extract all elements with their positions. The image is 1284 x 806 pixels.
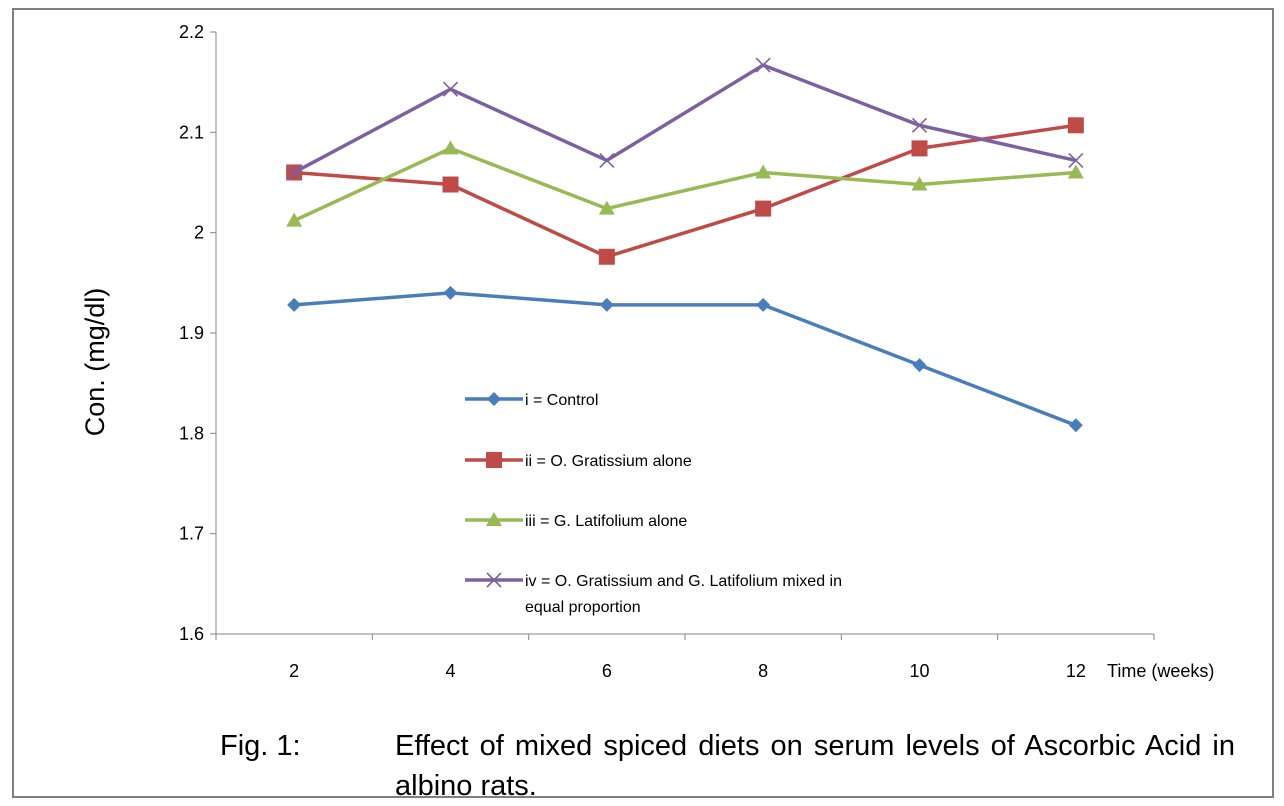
x-tick-label: 4 xyxy=(445,661,455,681)
caption-label: Fig. 1: xyxy=(220,726,301,766)
legend-label: iii = G. Latifolium alone xyxy=(525,513,687,530)
x-tick-label: 10 xyxy=(909,661,929,681)
caption-text: Effect of mixed spiced diets on serum le… xyxy=(395,726,1235,806)
data-point xyxy=(444,286,458,300)
y-tick-label: 1.9 xyxy=(179,323,204,343)
legend-swatch-marker xyxy=(486,452,502,468)
data-point xyxy=(1069,418,1083,432)
data-point xyxy=(912,140,928,156)
legend-item-3: iii = G. Latifolium alone xyxy=(465,512,687,530)
data-point xyxy=(443,140,459,154)
x-axis-title: Time (weeks) xyxy=(1107,661,1214,681)
y-tick-label: 2.2 xyxy=(179,22,204,42)
data-point xyxy=(600,298,614,312)
y-axis-title: Con. (mg/dl) xyxy=(80,288,110,437)
series-layer xyxy=(286,58,1084,432)
legend-label: ii = O. Gratissium alone xyxy=(525,453,692,470)
y-tick-label: 2.1 xyxy=(179,122,204,142)
series-3 xyxy=(286,140,1084,226)
x-tick-label: 6 xyxy=(602,661,612,681)
data-point xyxy=(443,177,459,193)
series-line xyxy=(294,293,1076,425)
data-point xyxy=(756,298,770,312)
data-point xyxy=(444,82,458,96)
legend-label: equal proportion xyxy=(525,599,641,616)
y-tick-label: 1.7 xyxy=(179,524,204,544)
x-tick-label: 12 xyxy=(1066,661,1086,681)
y-tick-label: 1.8 xyxy=(179,423,204,443)
x-tick-label: 2 xyxy=(289,661,299,681)
legend-label: iv = O. Gratissium and G. Latifolium mix… xyxy=(525,573,842,590)
legend-item-1: i = Control xyxy=(465,392,598,409)
data-point xyxy=(755,201,771,217)
series-1 xyxy=(287,286,1083,432)
x-tick-label: 8 xyxy=(758,661,768,681)
legend-item-4: iv = O. Gratissium and G. Latifolium mix… xyxy=(465,573,842,616)
data-point xyxy=(287,298,301,312)
legend-label: i = Control xyxy=(525,392,598,409)
series-line xyxy=(294,148,1076,220)
data-point xyxy=(600,153,614,167)
series-line xyxy=(294,65,1076,172)
data-point xyxy=(913,358,927,372)
y-tick-label: 1.6 xyxy=(179,624,204,644)
series-4 xyxy=(287,58,1083,179)
legend: i = Control ii = O. Gratissium alone iii =… xyxy=(465,392,842,616)
legend-item-2: ii = O. Gratissium alone xyxy=(465,452,692,470)
data-point xyxy=(599,249,615,265)
legend-swatch-marker xyxy=(487,392,501,406)
data-point xyxy=(1068,117,1084,133)
data-point xyxy=(756,58,770,72)
y-tick-label: 2 xyxy=(194,223,204,243)
